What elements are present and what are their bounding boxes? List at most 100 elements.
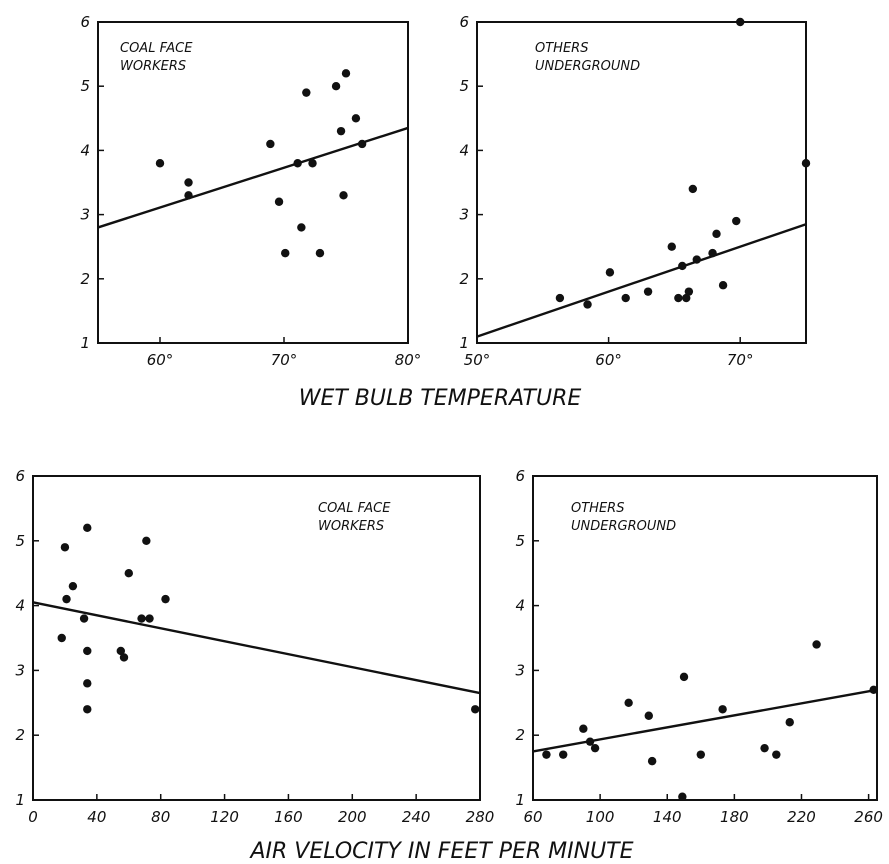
y-tick-label: 6 xyxy=(459,13,469,31)
scatter-point xyxy=(57,633,66,643)
y-tick-label: 5 xyxy=(80,77,90,95)
scatter-point xyxy=(315,248,325,258)
plot-frame xyxy=(532,475,878,801)
scatter-point xyxy=(696,750,706,759)
scatter-point xyxy=(688,184,698,194)
scatter-point xyxy=(708,248,717,258)
scatter-point xyxy=(684,287,694,296)
x-tick-label: 80 xyxy=(151,808,170,826)
x-tick-label: 100 xyxy=(586,808,615,826)
scatter-point xyxy=(302,88,311,97)
panel-annotation-line: OTHERS xyxy=(535,41,588,56)
scatter-point xyxy=(772,750,781,759)
panel-annotation-line: UNDERGROUND xyxy=(535,59,640,74)
y-tick-label: 3 xyxy=(15,661,25,679)
x-tick-label: 80° xyxy=(395,351,422,369)
plot-frame xyxy=(32,475,481,801)
x-tick-label: 40 xyxy=(87,808,106,826)
scatter-point xyxy=(718,705,727,714)
scatter-point xyxy=(60,543,70,552)
scatter-point xyxy=(647,756,657,766)
scatter-point xyxy=(184,191,193,200)
scatter-point xyxy=(142,536,151,545)
panel-wet-bulb-others-underground: 1 2 3 4 5 6 50° 60° 70° OTHERS UNDERGROUND xyxy=(459,13,811,369)
x-tick-label: 200 xyxy=(338,808,367,826)
scatter-point xyxy=(145,614,154,623)
panel-annotation-line: WORKERS xyxy=(120,59,186,74)
scatter-point xyxy=(555,293,565,303)
y-tick-label: 4 xyxy=(459,141,469,159)
scatter-point xyxy=(624,698,633,707)
x-tick-label: 70° xyxy=(271,351,298,369)
scatter-point xyxy=(471,705,480,714)
scatter-point xyxy=(583,300,592,309)
scatter-point xyxy=(718,281,728,290)
scatter-point xyxy=(785,718,794,727)
scatter-point xyxy=(281,248,290,258)
scatter-point xyxy=(869,685,878,695)
scatter-point xyxy=(801,159,811,168)
scatter-point xyxy=(712,229,721,239)
panel-annotation-line: COAL FACE xyxy=(318,501,391,516)
y-tick-label: 1 xyxy=(459,334,469,352)
scatter-point xyxy=(643,287,653,296)
y-tick-label: 6 xyxy=(80,13,90,31)
scatter-point xyxy=(83,679,92,688)
scatter-point xyxy=(79,614,89,623)
panel-annotation-line: UNDERGROUND xyxy=(571,519,676,534)
y-tick-label: 1 xyxy=(515,791,525,809)
scatter-point xyxy=(682,293,691,303)
scatter-point xyxy=(692,255,701,264)
y-tick-label: 2 xyxy=(459,270,469,288)
x-tick-label: 160 xyxy=(274,808,303,826)
x-tick-label: 120 xyxy=(210,808,239,826)
regression-line xyxy=(97,126,409,229)
scatter-point xyxy=(68,581,78,591)
scatter-point xyxy=(83,705,92,714)
scatter-point xyxy=(266,139,275,149)
y-tick-label: 2 xyxy=(80,270,90,288)
scatter-point xyxy=(732,216,741,226)
scatter-point xyxy=(644,711,653,720)
scatter-point xyxy=(155,159,165,168)
panel-annotation-line: COAL FACE xyxy=(120,41,193,56)
scatter-point xyxy=(812,640,821,649)
y-tick-label: 1 xyxy=(80,334,90,352)
x-tick-label: 60° xyxy=(595,351,622,369)
y-tick-label: 6 xyxy=(15,467,25,485)
scatter-point xyxy=(119,653,129,662)
scatter-point xyxy=(674,293,683,303)
scatter-point xyxy=(605,268,615,277)
scatter-point xyxy=(559,750,568,759)
scatter-point xyxy=(62,594,71,604)
scatter-point xyxy=(83,646,92,656)
scatter-point xyxy=(341,69,351,78)
y-tick-label: 4 xyxy=(15,597,25,615)
x-tick-label: 180 xyxy=(720,808,749,826)
scatter-point xyxy=(590,743,600,753)
scatter-point xyxy=(124,569,133,578)
scatter-point xyxy=(336,126,346,136)
plot-frame xyxy=(476,21,807,344)
regression-line xyxy=(532,688,878,753)
scatter-point xyxy=(297,223,306,232)
x-tick-label: 220 xyxy=(787,808,816,826)
y-tick-label: 5 xyxy=(459,77,469,95)
y-tick-label: 2 xyxy=(15,726,25,744)
y-tick-label: 2 xyxy=(515,726,525,744)
scatter-point xyxy=(161,594,170,604)
y-tick-label: 5 xyxy=(15,532,25,550)
y-tick-label: 5 xyxy=(515,532,525,550)
scatter-point xyxy=(621,293,630,303)
scatter-point xyxy=(579,724,588,733)
scatter-point xyxy=(331,82,341,91)
x-tick-label: 140 xyxy=(653,808,682,826)
panel-air-velocity-coal-face-workers: 1 2 3 4 5 6 0 40 80 120 160 200 240 280 COAL FACE WORKE… xyxy=(15,467,494,826)
scatter-point xyxy=(760,743,769,753)
panel-annotation-line: WORKERS xyxy=(318,519,384,534)
y-tick-label: 4 xyxy=(515,597,525,615)
y-tick-label: 4 xyxy=(80,141,90,159)
scatter-point xyxy=(678,261,687,271)
x-tick-label: 260 xyxy=(854,808,883,826)
